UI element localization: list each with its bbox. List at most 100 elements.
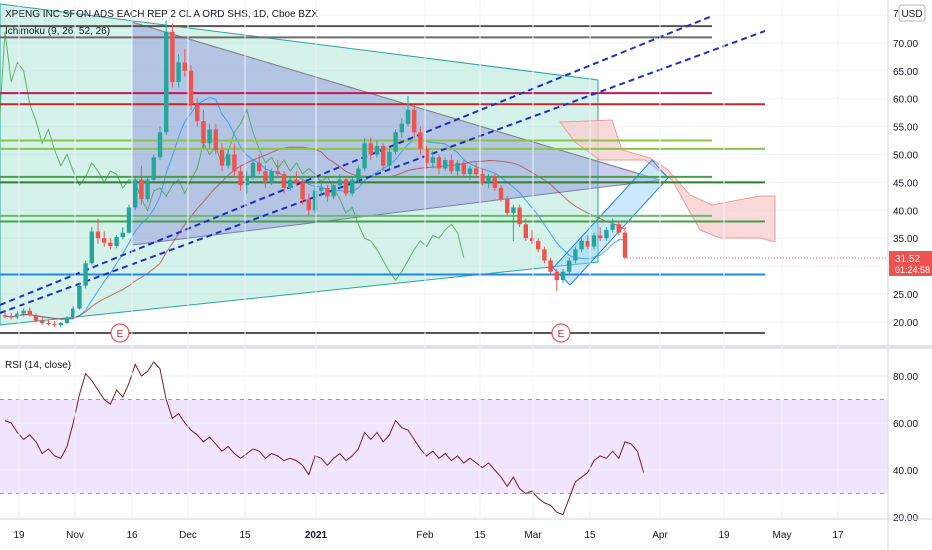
dashed-trendlines[interactable] [0,15,766,314]
time-axis[interactable]: 19 Nov 16 Dec 15 2021 Feb 15 Mar 15 Apr 19 May 17 [13,0,844,541]
candle[interactable] [622,227,628,260]
candle[interactable] [418,126,423,155]
candle[interactable] [542,246,547,264]
candle[interactable] [263,165,268,188]
candle[interactable] [207,123,212,149]
rsi-line[interactable] [4,361,645,516]
candle[interactable] [474,162,479,177]
candle[interactable] [523,218,528,241]
candle[interactable] [492,174,497,191]
candle[interactable] [151,154,156,183]
candle[interactable] [362,137,367,172]
candle[interactable] [244,171,249,194]
candle[interactable] [306,193,311,216]
candle[interactable] [591,232,597,250]
candle[interactable] [567,257,572,275]
candle[interactable] [269,168,274,186]
candle[interactable] [350,176,355,197]
candle[interactable] [83,260,88,289]
candle[interactable] [554,268,559,292]
rsi-legend[interactable]: RSI (14, close) [5,360,71,371]
candle[interactable] [381,143,386,172]
currency-button[interactable]: USD [898,4,926,22]
candle[interactable] [46,319,51,326]
candle[interactable] [275,160,280,177]
candle[interactable] [157,126,163,161]
candle[interactable] [2,311,8,319]
candle[interactable] [77,282,82,310]
candle[interactable] [52,320,57,327]
candle[interactable] [505,196,510,216]
candle[interactable] [455,160,460,177]
candle[interactable] [393,129,398,155]
earnings-marker-1[interactable]: E [110,323,130,343]
candle[interactable] [548,257,553,275]
candle[interactable] [58,321,63,328]
candle[interactable] [331,182,336,200]
candle[interactable] [219,143,225,172]
candle[interactable] [368,137,373,161]
candle[interactable] [399,118,404,138]
candle[interactable] [33,313,39,323]
candle[interactable] [325,185,330,202]
candle[interactable] [89,227,94,265]
ichimoku-legend[interactable]: Ichimoku (9, 26, 52, 26) [5,26,110,37]
candle[interactable] [356,165,361,183]
candle[interactable] [213,123,218,155]
candle[interactable] [374,140,380,158]
candle[interactable] [461,160,466,177]
candle[interactable] [64,316,70,325]
candle[interactable] [71,306,76,320]
candle[interactable] [257,154,262,175]
candle[interactable] [585,235,590,250]
candle[interactable] [238,165,243,191]
candle[interactable] [102,231,107,247]
candles[interactable] [2,20,628,328]
candle[interactable] [139,165,144,205]
candle[interactable] [164,20,169,135]
candle[interactable] [15,311,20,320]
candle[interactable] [337,174,342,188]
candle[interactable] [294,171,299,186]
candle[interactable] [312,187,318,214]
candle[interactable] [182,48,187,77]
candle[interactable] [27,307,32,317]
candle[interactable] [560,268,566,283]
candle[interactable] [498,185,504,202]
candle[interactable] [405,95,411,127]
price-pane[interactable] [0,3,888,335]
candle[interactable] [232,143,237,177]
rsi-pane[interactable] [0,361,888,518]
candle[interactable] [610,218,615,233]
dashed-trendline-1[interactable] [0,15,713,306]
candle[interactable] [486,174,491,188]
candle[interactable] [176,54,181,88]
candle[interactable] [517,204,522,228]
candle[interactable] [95,218,101,244]
candle[interactable] [170,23,175,88]
candle[interactable] [424,146,429,169]
dashed-trendline-2[interactable] [0,30,766,314]
candle[interactable] [443,157,448,172]
candle[interactable] [201,109,206,149]
candle[interactable] [281,171,287,194]
candle[interactable] [319,179,324,197]
candle[interactable] [133,176,138,211]
candle[interactable] [529,229,535,244]
candle[interactable] [288,176,293,191]
candle[interactable] [467,165,473,180]
candle[interactable] [114,234,119,249]
candle[interactable] [145,176,150,202]
candle[interactable] [343,176,349,197]
candle[interactable] [480,168,485,186]
candle[interactable] [436,154,442,175]
candle[interactable] [449,154,454,175]
candle[interactable] [188,65,194,110]
candle[interactable] [604,227,609,241]
candle[interactable] [120,227,125,240]
candle[interactable] [126,204,132,234]
candle[interactable] [616,221,621,236]
candle[interactable] [573,246,578,264]
candle[interactable] [598,227,603,241]
